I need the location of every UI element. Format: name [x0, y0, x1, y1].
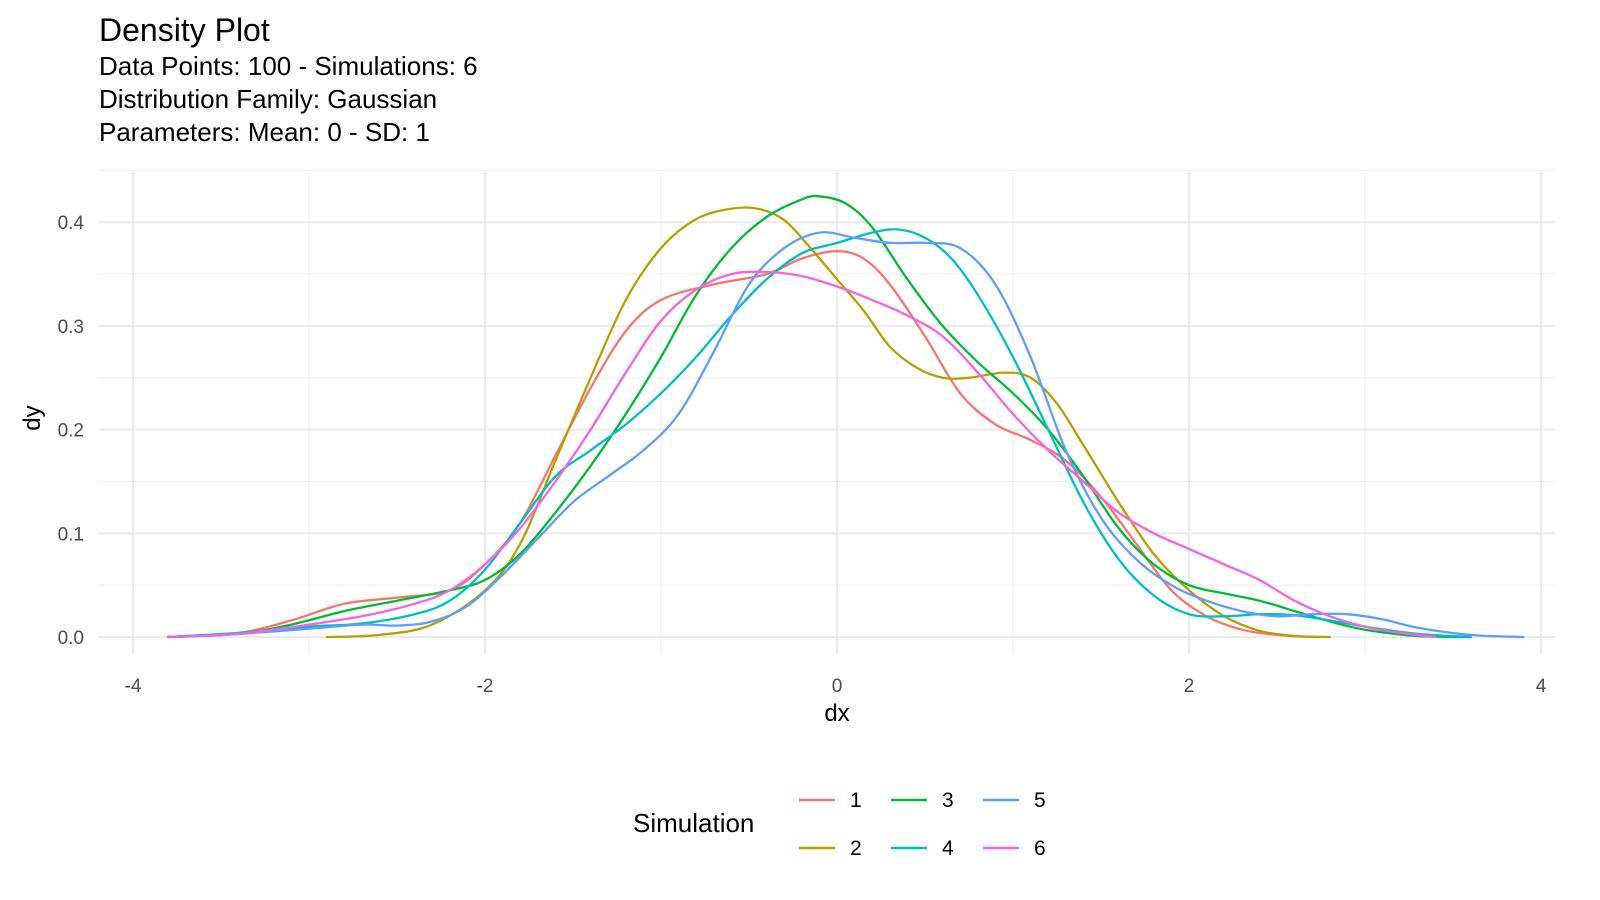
legend-label-sim-6: 6	[1034, 837, 1046, 860]
density-curve-sim-4	[167, 228, 1472, 639]
subtitle-line-2: Distribution Family: Gaussian	[99, 84, 438, 114]
y-tick-label: 0.2	[58, 421, 84, 442]
chart-subtitle: Data Points: 100 - Simulations: 6 Distri…	[99, 50, 478, 149]
legend-label-sim-2: 2	[850, 837, 862, 860]
density-curve-sim-6	[167, 270, 1437, 639]
subtitle-line-1: Data Points: 100 - Simulations: 6	[99, 51, 478, 81]
density-curve-sim-2	[325, 206, 1331, 639]
y-tick-label: 0.3	[58, 317, 84, 338]
legend-label-sim-4: 4	[942, 837, 954, 860]
density-curve-sim-1	[167, 250, 1314, 639]
x-tick-label: 4	[1536, 676, 1547, 697]
legend-title: Simulation	[633, 808, 754, 838]
chart-header: Density Plot Data Points: 100 - Simulati…	[99, 10, 478, 149]
y-tick-label: 0.4	[58, 213, 85, 234]
axis-ticks: -4 -2 0 2 4 0.0 0.1 0.2 0.3 0.4	[58, 213, 1547, 697]
subtitle-line-3: Parameters: Mean: 0 - SD: 1	[99, 117, 430, 147]
x-tick-label: 0	[832, 676, 843, 697]
chart-title: Density Plot	[99, 12, 270, 48]
x-tick-label: -2	[477, 676, 494, 697]
grid-lines	[98, 169, 1555, 654]
x-tick-label: 2	[1184, 676, 1195, 697]
legend-label-sim-1: 1	[850, 789, 862, 812]
density-curve-sim-3	[167, 194, 1472, 639]
legend-label-sim-3: 3	[942, 789, 954, 812]
legend-label-sim-5: 5	[1034, 789, 1046, 812]
density-curves	[167, 194, 1525, 639]
legend: Simulation 1 2 3 4 5 6	[633, 789, 1046, 860]
x-tick-label: -4	[125, 676, 142, 697]
y-tick-label: 0.0	[58, 628, 84, 649]
y-tick-label: 0.1	[58, 524, 84, 545]
density-curve-sim-5	[167, 231, 1525, 639]
y-axis-title: dy	[19, 405, 46, 430]
x-axis-title: dx	[824, 700, 849, 727]
